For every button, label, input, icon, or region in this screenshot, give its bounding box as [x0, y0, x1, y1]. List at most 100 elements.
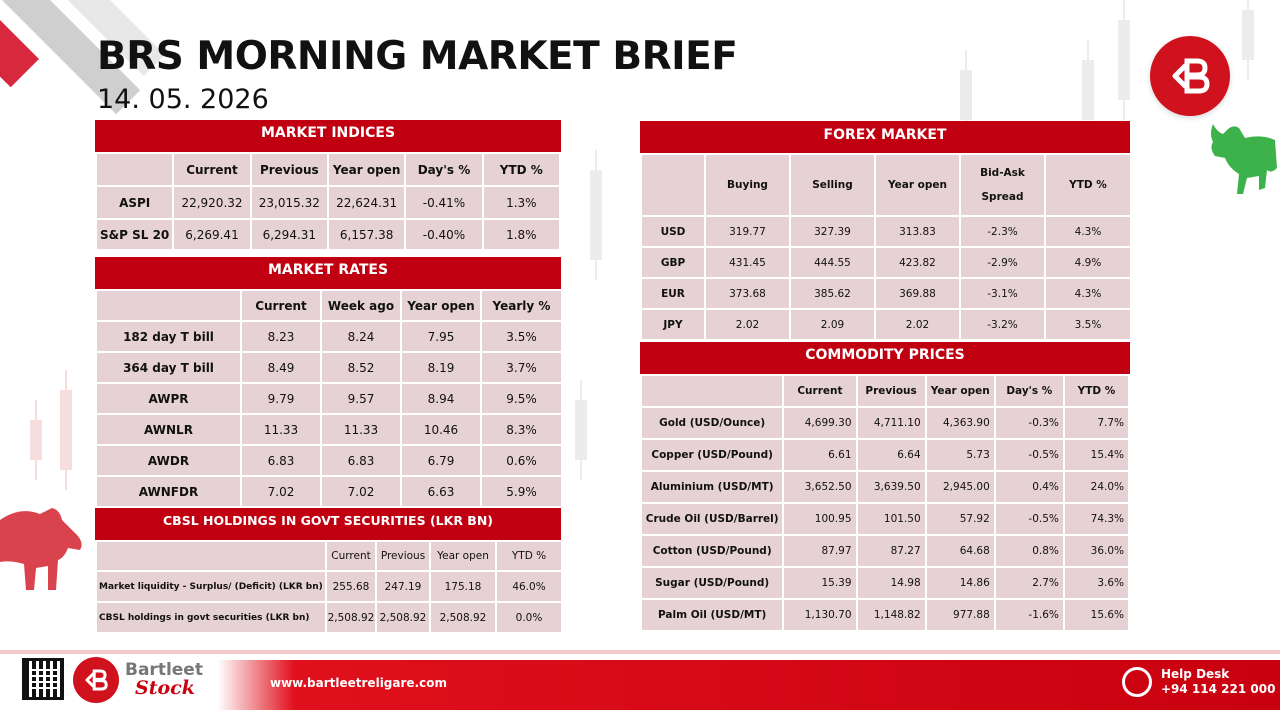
row-label: CBSL holdings in govt securities (LKR bn…: [95, 601, 327, 634]
cell: 2.02: [704, 308, 791, 341]
cell: 6.79: [400, 444, 482, 477]
column-header: YTD %: [495, 540, 563, 572]
table-row: AWNLR 11.33 11.33 10.46 8.3%: [95, 413, 563, 446]
cell: 5.9%: [480, 475, 563, 508]
row-label: S&P SL 20: [94, 218, 175, 251]
market-rates-panel: MARKET RATES Current Week ago Year open …: [95, 257, 563, 508]
cell: 8.24: [320, 320, 402, 353]
table-row: AWNFDR 7.02 7.02 6.63 5.9%: [95, 475, 563, 508]
cell: 4,699.30: [782, 406, 858, 440]
row-label: Gold (USD/Ounce): [639, 406, 785, 440]
report-date: 14. 05. 2026: [97, 84, 269, 115]
cell: 7.02: [240, 475, 322, 508]
cell: -3.1%: [959, 277, 1046, 310]
cell: 3.5%: [480, 320, 563, 353]
cell: 11.33: [240, 413, 322, 446]
cell: -0.3%: [993, 406, 1065, 440]
table-row: EUR 373.68 385.62 369.88 -3.1% 4.3%: [640, 277, 1132, 310]
website-link[interactable]: www.bartleetreligare.com: [270, 676, 447, 690]
row-label: AWDR: [95, 444, 242, 477]
forex-market-table: Buying Selling Year open Bid-Ask Spread …: [640, 153, 1132, 341]
row-label: USD: [640, 215, 706, 248]
candlestick-decor: [1118, 0, 1130, 120]
bull-icon: [1211, 124, 1277, 194]
row-label: Copper (USD/Pound): [639, 438, 785, 472]
column-header: Current: [240, 289, 322, 322]
cell: -2.9%: [959, 246, 1046, 279]
cell: 2,508.92: [325, 601, 377, 634]
column-header: [94, 152, 175, 187]
cell: 9.79: [240, 382, 322, 415]
cell: 0.8%: [993, 534, 1065, 568]
cell: 319.77: [704, 215, 791, 248]
cbsl-holdings-panel: CBSL HOLDINGS IN GOVT SECURITIES (LKR BN…: [95, 508, 563, 634]
row-label: AWPR: [95, 382, 242, 415]
table-row: Sugar (USD/Pound) 15.39 14.98 14.86 2.7%…: [639, 566, 1131, 600]
cell: 14.86: [924, 566, 996, 600]
column-header: YTD %: [481, 152, 562, 187]
forex-market-panel: FOREX MARKET Buying Selling Year open Bi…: [640, 121, 1132, 341]
table-row: CBSL holdings in govt securities (LKR bn…: [95, 601, 563, 634]
candlestick-decor: [60, 370, 72, 490]
cell: 385.62: [789, 277, 876, 310]
cell: 6.64: [855, 438, 927, 472]
forex-market-title: FOREX MARKET: [640, 121, 1130, 153]
cell: 15.6%: [1062, 598, 1131, 632]
table-row: JPY 2.02 2.09 2.02 -3.2% 3.5%: [640, 308, 1132, 341]
commodity-prices-table: Current Previous Year open Day's % YTD %…: [639, 374, 1131, 632]
help-desk-phone[interactable]: +94 114 221 000: [1161, 682, 1276, 696]
column-header: YTD %: [1044, 153, 1132, 217]
cell: 64.68: [924, 534, 996, 568]
cell: -0.40%: [404, 218, 484, 251]
cell: 15.39: [782, 566, 858, 600]
cell: 3,639.50: [855, 470, 927, 504]
cell: 423.82: [874, 246, 961, 279]
cell: 8.49: [240, 351, 322, 384]
market-indices-table: Current Previous Year open Day's % YTD %…: [94, 152, 562, 251]
column-header: Buying: [704, 153, 791, 217]
cell: 1.3%: [481, 185, 562, 220]
cell: 6.63: [400, 475, 482, 508]
cell: 1,148.82: [855, 598, 927, 632]
cell: 8.19: [400, 351, 482, 384]
cell: 6.83: [320, 444, 402, 477]
market-rates-title: MARKET RATES: [95, 257, 561, 289]
row-label: AWNFDR: [95, 475, 242, 508]
cell: 87.27: [855, 534, 927, 568]
row-label: Cotton (USD/Pound): [639, 534, 785, 568]
cell: 2,945.00: [924, 470, 996, 504]
cell: 24.0%: [1062, 470, 1131, 504]
cell: 46.0%: [495, 570, 563, 603]
column-header: Week ago: [320, 289, 402, 322]
qr-code-icon[interactable]: [22, 658, 64, 700]
table-row: USD 319.77 327.39 313.83 -2.3% 4.3%: [640, 215, 1132, 248]
help-desk-label: Help Desk: [1161, 667, 1230, 681]
column-header: Selling: [789, 153, 876, 217]
cell: 247.19: [375, 570, 431, 603]
column-header: [640, 153, 706, 217]
cell: -1.6%: [993, 598, 1065, 632]
column-header: YTD %: [1062, 374, 1131, 408]
commodity-prices-panel: COMMODITY PRICES Current Previous Year o…: [639, 342, 1131, 632]
cell: 23,015.32: [249, 185, 329, 220]
row-label: Crude Oil (USD/Barrel): [639, 502, 785, 536]
row-label: Sugar (USD/Pound): [639, 566, 785, 600]
table-row: Gold (USD/Ounce) 4,699.30 4,711.10 4,363…: [639, 406, 1131, 440]
column-header: [639, 374, 785, 408]
cell: 255.68: [325, 570, 377, 603]
row-label: ASPI: [94, 185, 175, 220]
column-header: [95, 289, 242, 322]
table-row: AWPR 9.79 9.57 8.94 9.5%: [95, 382, 563, 415]
column-header: Year open: [924, 374, 996, 408]
cell: 57.92: [924, 502, 996, 536]
column-header: Year open: [874, 153, 961, 217]
cell: 0.6%: [480, 444, 563, 477]
row-label: Palm Oil (USD/MT): [639, 598, 785, 632]
table-row: Copper (USD/Pound) 6.61 6.64 5.73 -0.5% …: [639, 438, 1131, 472]
candlestick-decor: [590, 150, 602, 280]
column-header: Previous: [855, 374, 927, 408]
row-label: AWNLR: [95, 413, 242, 446]
cell: -0.5%: [993, 502, 1065, 536]
column-header: Year open: [400, 289, 482, 322]
brand-b-icon: [85, 669, 108, 691]
